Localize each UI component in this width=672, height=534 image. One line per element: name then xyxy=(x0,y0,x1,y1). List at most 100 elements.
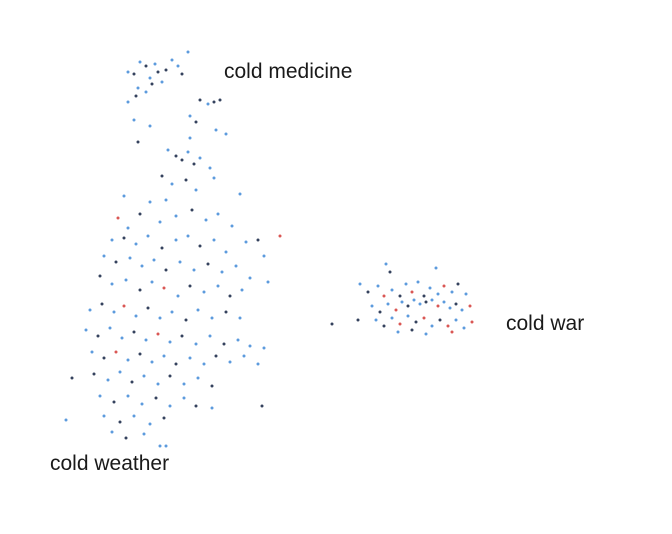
point-cold-weather-88 xyxy=(222,342,226,346)
point-cold-weather-53 xyxy=(110,282,114,286)
point-cold-weather-34 xyxy=(224,250,228,254)
point-cold-weather-51 xyxy=(266,280,270,284)
point-cold-war-38 xyxy=(398,322,402,326)
point-cold-weather-102 xyxy=(214,354,218,358)
point-cold-weather-74 xyxy=(210,316,214,320)
annotation-cold-weather: cold weather xyxy=(50,452,169,475)
point-cold-weather-123 xyxy=(182,396,186,400)
point-cold-weather-119 xyxy=(126,394,130,398)
cluster-cold-medicine xyxy=(126,50,228,144)
point-cold-weather-111 xyxy=(156,382,160,386)
point-cold-medicine-26 xyxy=(214,128,218,132)
point-cold-weather-87 xyxy=(208,334,212,338)
cluster-cold-war xyxy=(330,262,474,336)
point-cold-weather-107 xyxy=(106,378,110,382)
point-cold-weather-16 xyxy=(138,212,142,216)
point-cold-medicine-17 xyxy=(134,94,138,98)
point-cold-weather-45 xyxy=(178,260,182,264)
point-cold-weather-52 xyxy=(98,274,102,278)
point-cold-weather-99 xyxy=(174,362,178,366)
point-cold-weather-95 xyxy=(126,358,130,362)
point-cold-medicine-20 xyxy=(212,100,216,104)
point-cold-weather-54 xyxy=(124,278,128,282)
point-cold-medicine-15 xyxy=(150,82,154,86)
point-cold-weather-17 xyxy=(158,220,162,224)
point-cold-war-51 xyxy=(424,332,428,336)
point-cold-war-47 xyxy=(470,320,474,324)
point-cold-medicine-16 xyxy=(126,100,130,104)
point-cold-weather-75 xyxy=(224,310,228,314)
point-cold-medicine-12 xyxy=(186,50,190,54)
point-cold-weather-106 xyxy=(92,372,96,376)
point-cold-war-27 xyxy=(424,300,428,304)
point-cold-medicine-21 xyxy=(218,98,222,102)
point-cold-war-3 xyxy=(358,282,362,286)
point-cold-war-20 xyxy=(378,310,382,314)
point-cold-weather-21 xyxy=(216,212,220,216)
point-cold-medicine-3 xyxy=(144,64,148,68)
point-cold-weather-109 xyxy=(130,380,134,384)
point-cold-medicine-28 xyxy=(136,140,140,144)
point-cold-war-40 xyxy=(414,320,418,324)
point-cold-weather-11 xyxy=(212,176,216,180)
point-cold-medicine-1 xyxy=(132,72,136,76)
point-cold-weather-91 xyxy=(262,346,266,350)
point-cold-weather-89 xyxy=(236,338,240,342)
point-cold-weather-26 xyxy=(122,236,126,240)
point-cold-weather-129 xyxy=(148,422,152,426)
point-cold-weather-59 xyxy=(188,284,192,288)
point-cold-weather-32 xyxy=(198,244,202,248)
point-cold-weather-18 xyxy=(174,214,178,218)
point-cold-weather-100 xyxy=(188,356,192,360)
point-cold-weather-133 xyxy=(110,430,114,434)
point-cold-weather-67 xyxy=(122,304,126,308)
point-cold-weather-137 xyxy=(164,444,168,448)
point-cold-war-22 xyxy=(394,308,398,312)
point-cold-weather-76 xyxy=(238,316,242,320)
point-cold-weather-81 xyxy=(132,330,136,334)
point-cold-weather-79 xyxy=(108,326,112,330)
point-cold-weather-66 xyxy=(112,310,116,314)
point-cold-weather-23 xyxy=(116,216,120,220)
point-cold-medicine-22 xyxy=(188,114,192,118)
point-cold-weather-68 xyxy=(134,314,138,318)
point-cold-war-12 xyxy=(422,294,426,298)
point-cold-weather-116 xyxy=(70,376,74,380)
point-cold-weather-90 xyxy=(248,344,252,348)
point-cold-weather-8 xyxy=(170,182,174,186)
point-cold-weather-64 xyxy=(88,308,92,312)
point-cold-medicine-2 xyxy=(138,60,142,64)
point-cold-weather-80 xyxy=(120,336,124,340)
point-cold-war-48 xyxy=(356,318,360,322)
point-cold-medicine-23 xyxy=(194,120,198,124)
point-cold-weather-48 xyxy=(220,270,224,274)
point-cold-weather-19 xyxy=(190,208,194,212)
point-cold-weather-58 xyxy=(176,294,180,298)
point-cold-weather-130 xyxy=(162,416,166,420)
point-cold-medicine-13 xyxy=(136,86,140,90)
point-cold-war-34 xyxy=(468,304,472,308)
point-cold-medicine-19 xyxy=(206,102,210,106)
point-cold-war-0 xyxy=(384,262,388,266)
point-cold-war-42 xyxy=(430,324,434,328)
point-cold-weather-3 xyxy=(186,150,190,154)
point-cold-weather-25 xyxy=(110,238,114,242)
point-cold-weather-112 xyxy=(168,374,172,378)
point-cold-weather-2 xyxy=(180,158,184,162)
point-cold-weather-60 xyxy=(202,290,206,294)
point-cold-war-10 xyxy=(410,290,414,294)
point-cold-medicine-7 xyxy=(160,80,164,84)
points-layer xyxy=(64,50,474,448)
point-cold-weather-101 xyxy=(202,362,206,366)
point-cold-weather-115 xyxy=(210,384,214,388)
point-cold-war-31 xyxy=(448,306,452,310)
point-cold-war-43 xyxy=(438,318,442,322)
point-cold-war-15 xyxy=(442,284,446,288)
point-cold-war-26 xyxy=(418,302,422,306)
point-cold-weather-47 xyxy=(206,262,210,266)
point-cold-war-19 xyxy=(370,304,374,308)
point-cold-war-23 xyxy=(400,300,404,304)
point-cold-medicine-8 xyxy=(164,68,168,72)
point-cold-war-44 xyxy=(446,324,450,328)
